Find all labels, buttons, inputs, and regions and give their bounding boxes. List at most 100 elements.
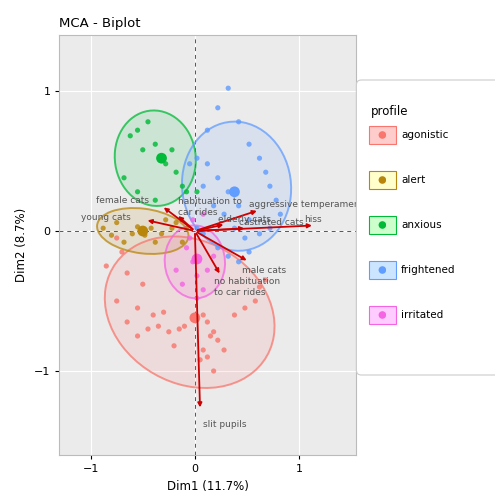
Text: elderly cats: elderly cats: [218, 216, 271, 224]
Point: [183, 188, 191, 196]
Point: [378, 131, 386, 139]
Point: [210, 367, 218, 375]
Text: male cats: male cats: [242, 266, 286, 274]
Point: [172, 218, 180, 226]
Point: [214, 244, 222, 252]
Text: young cats: young cats: [81, 212, 130, 222]
Point: [128, 230, 136, 238]
Point: [220, 346, 228, 354]
Text: aggressive temperament: aggressive temperament: [249, 200, 363, 209]
Point: [193, 154, 201, 162]
Text: irritated: irritated: [401, 310, 443, 320]
Text: profile: profile: [371, 105, 409, 118]
Point: [245, 248, 253, 256]
Point: [241, 304, 249, 312]
Point: [206, 332, 214, 340]
Point: [181, 322, 189, 330]
Point: [203, 160, 211, 168]
Point: [235, 118, 243, 126]
Point: [231, 311, 239, 319]
Point: [203, 353, 211, 361]
Point: [224, 252, 232, 260]
Point: [214, 336, 222, 344]
Point: [186, 234, 194, 242]
Point: [255, 283, 263, 291]
Point: [241, 234, 249, 242]
Point: [231, 188, 239, 196]
Point: [245, 140, 253, 148]
Point: [266, 224, 274, 232]
Point: [245, 216, 253, 224]
Ellipse shape: [182, 122, 291, 251]
Point: [266, 182, 274, 190]
Point: [151, 140, 159, 148]
Point: [203, 126, 211, 134]
Point: [107, 231, 115, 239]
Point: [172, 266, 180, 274]
Point: [178, 182, 186, 190]
Point: [191, 314, 199, 322]
Point: [160, 308, 168, 316]
Point: [162, 216, 170, 224]
Point: [196, 356, 204, 364]
Text: habituation to
car rides: habituation to car rides: [178, 198, 242, 217]
Point: [170, 342, 178, 350]
Point: [183, 244, 191, 252]
Point: [162, 160, 170, 168]
Point: [157, 154, 165, 162]
Point: [189, 216, 197, 224]
Point: [113, 218, 121, 226]
Y-axis label: Dim2 (8.7%): Dim2 (8.7%): [15, 208, 28, 282]
Point: [203, 318, 211, 326]
Point: [123, 318, 131, 326]
Point: [99, 224, 107, 232]
Point: [224, 188, 232, 196]
Point: [141, 231, 149, 239]
Point: [276, 210, 284, 218]
Point: [193, 224, 201, 232]
Point: [231, 224, 239, 232]
Point: [193, 272, 201, 280]
Point: [178, 238, 186, 246]
Point: [199, 286, 207, 294]
Point: [154, 322, 162, 330]
Point: [118, 248, 126, 256]
Point: [199, 210, 207, 218]
Point: [178, 280, 186, 288]
Point: [272, 196, 280, 204]
Point: [378, 176, 386, 184]
Point: [147, 224, 155, 232]
Point: [378, 221, 386, 229]
Point: [378, 311, 386, 319]
Point: [199, 346, 207, 354]
Point: [378, 266, 386, 274]
Point: [175, 325, 183, 333]
Text: female cats: female cats: [96, 196, 149, 204]
Point: [199, 311, 207, 319]
Ellipse shape: [105, 236, 275, 388]
Text: MCA - Biplot: MCA - Biplot: [59, 16, 141, 30]
Point: [224, 84, 232, 92]
Point: [157, 154, 165, 162]
Point: [186, 160, 194, 168]
Point: [144, 118, 152, 126]
Text: slit pupils: slit pupils: [203, 420, 247, 428]
Point: [251, 297, 259, 305]
Point: [199, 182, 207, 190]
Point: [139, 280, 147, 288]
Point: [134, 332, 142, 340]
Ellipse shape: [165, 226, 225, 298]
Text: alert: alert: [401, 175, 425, 185]
Point: [120, 238, 128, 246]
Point: [214, 104, 222, 112]
Text: castrated cats: castrated cats: [239, 218, 303, 227]
Point: [139, 227, 147, 235]
Point: [199, 230, 207, 238]
Point: [123, 269, 131, 277]
Point: [149, 311, 157, 319]
Point: [193, 294, 201, 302]
Point: [113, 234, 121, 242]
Text: agonistic: agonistic: [401, 130, 448, 140]
Point: [157, 230, 165, 238]
Text: frightened: frightened: [401, 265, 455, 275]
